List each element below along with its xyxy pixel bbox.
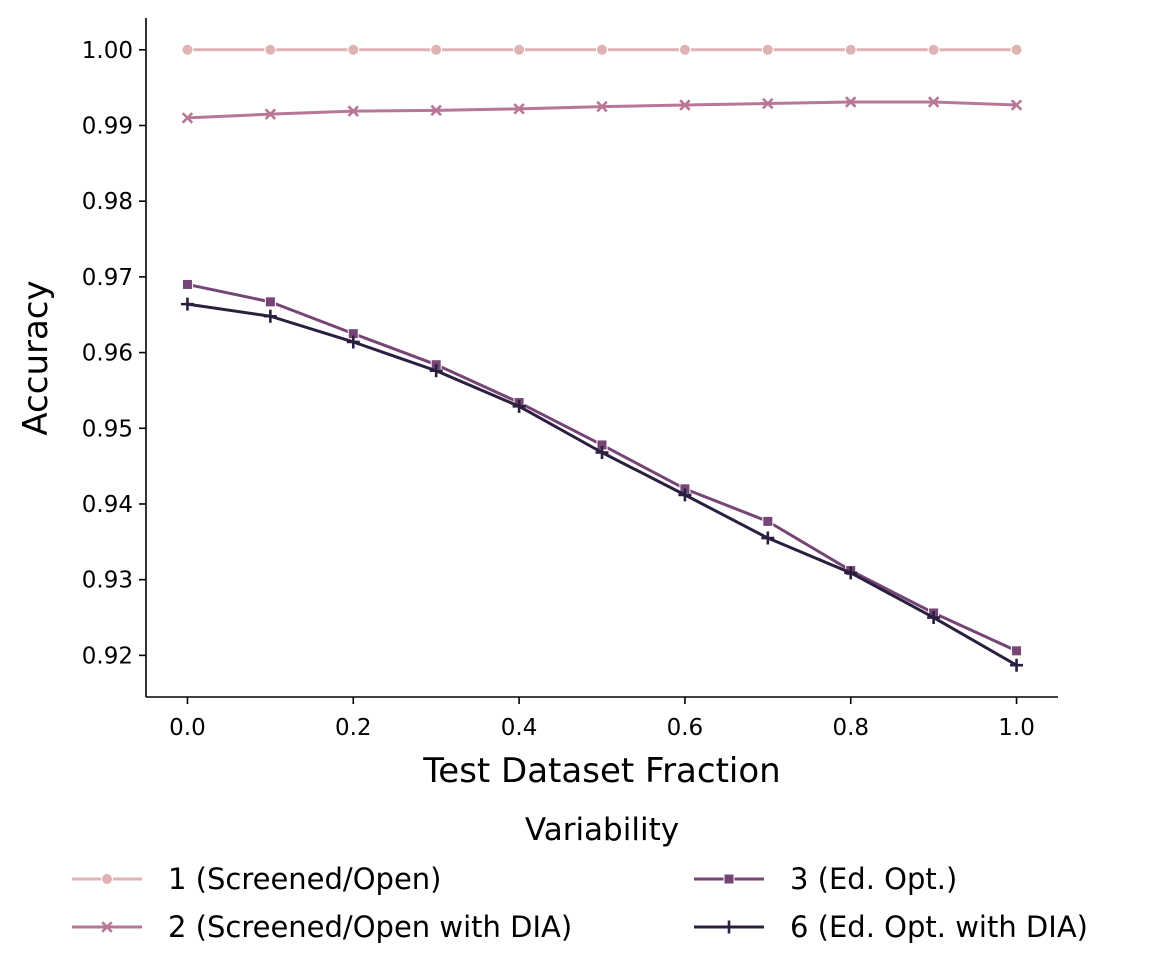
data-point [927,43,940,56]
x-tick-label: 1.0 [998,715,1035,741]
y-tick-label: 0.96 [82,341,133,367]
legend-label: 2 (Screened/Open with DIA) [168,910,572,944]
legend-entry: 3 (Ed. Opt.) [694,862,957,896]
series-line [187,302,1018,667]
data-point [761,531,775,545]
x-axis-label: Test Dataset Fraction [422,751,780,791]
data-point [513,43,526,56]
data-point [596,43,608,56]
legend-marker [101,921,113,933]
data-point [1010,658,1024,672]
data-point [264,296,276,308]
legend-label: 1 (Screened/Open) [168,862,441,896]
data-point [429,364,443,378]
legend-marker [723,873,735,885]
data-point [762,97,774,110]
legend-marker [722,920,736,934]
data-point [512,399,526,413]
series-line [187,100,1017,120]
data-point [264,108,277,120]
data-point [181,112,194,124]
legend-label: 3 (Ed. Opt.) [790,862,957,896]
legend-entry: 2 (Screened/Open with DIA) [72,910,572,944]
series-2 [181,96,1023,124]
data-point [430,43,443,56]
data-point [596,100,608,113]
data-point [1010,99,1023,111]
legend-entry: 1 (Screened/Open) [72,862,441,896]
data-point [679,99,691,111]
data-point [347,43,360,56]
data-point [1010,43,1023,56]
y-tick-label: 0.99 [82,113,133,139]
data-point [181,43,194,56]
y-axis-label: Accuracy [16,280,56,435]
y-ticks: 0.92 0.93 0.94 0.95 0.96 0.97 0.98 0.99 1.00 [82,38,146,669]
data-point [264,43,277,56]
data-point [347,105,359,117]
data-point [844,43,857,56]
data-point [844,566,858,580]
data-point [927,611,941,625]
y-tick-label: 0.98 [82,189,133,215]
data-point [845,96,857,108]
x-ticks: 0.0 0.2 0.4 0.6 0.8 1.0 [169,697,1035,741]
data-point [762,515,774,527]
legend-marker [101,873,113,885]
x-tick-label: 0.2 [335,715,372,741]
data-point [430,104,442,117]
legend-title: Variability [525,812,679,848]
series-layer [180,43,1024,672]
y-tick-label: 0.92 [82,643,133,669]
data-point [263,309,277,323]
legend: Variability 1 (Screened/Open) 2 (Screened… [72,812,1088,944]
y-tick-label: 0.95 [82,416,133,442]
data-point [678,43,691,56]
legend-entries: 1 (Screened/Open) 2 (Screened/Open with D… [72,862,1088,944]
y-tick-label: 0.97 [82,265,133,291]
legend-label: 6 (Ed. Opt. with DIA) [790,910,1088,944]
data-point [678,488,692,502]
data-point [180,297,194,311]
data-point [513,103,525,115]
y-tick-label: 0.93 [82,568,133,594]
series-4 [180,297,1024,672]
series-1 [181,43,1023,56]
data-point [181,278,193,290]
x-tick-label: 0.4 [501,715,538,741]
x-tick-label: 0.6 [667,715,704,741]
data-point [761,43,774,56]
y-tick-label: 0.94 [82,492,133,518]
x-tick-label: 0.8 [832,715,869,741]
legend-entry: 6 (Ed. Opt. with DIA) [694,910,1088,944]
data-point [346,335,360,349]
y-tick-label: 1.00 [82,38,133,64]
x-tick-label: 0.0 [169,715,206,741]
plot-area: 0.92 0.93 0.94 0.95 0.96 0.97 0.98 0.99 1.00 0.0… [82,18,1058,741]
data-point [1011,645,1023,657]
data-point [927,96,940,108]
data-point [595,445,609,459]
series-3 [181,278,1023,657]
